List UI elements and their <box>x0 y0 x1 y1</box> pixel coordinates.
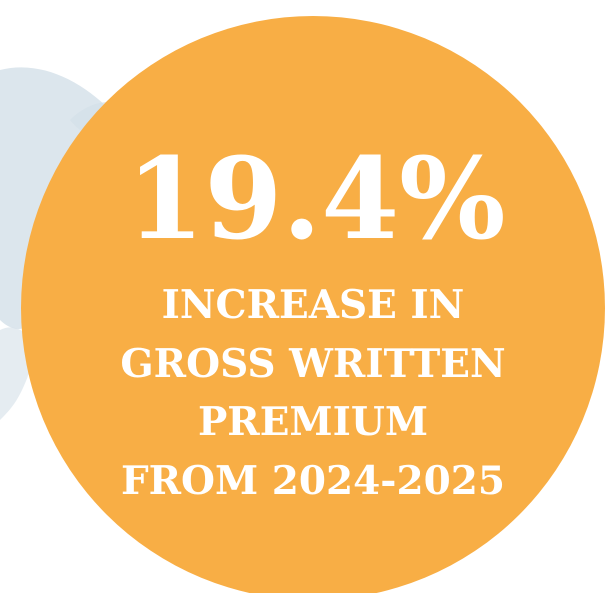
stat-description: INCREASE IN GROSS WRITTEN PREMIUM FROM 2024… <box>120 282 505 504</box>
highlight-circle <box>21 16 605 593</box>
description-line: GROSS WRITTEN <box>120 341 505 387</box>
description-line: FROM 2024-2025 <box>121 458 505 504</box>
stat-value: 19.4% <box>126 134 505 265</box>
description-line: PREMIUM <box>198 399 428 445</box>
description-line: INCREASE IN <box>162 282 465 328</box>
